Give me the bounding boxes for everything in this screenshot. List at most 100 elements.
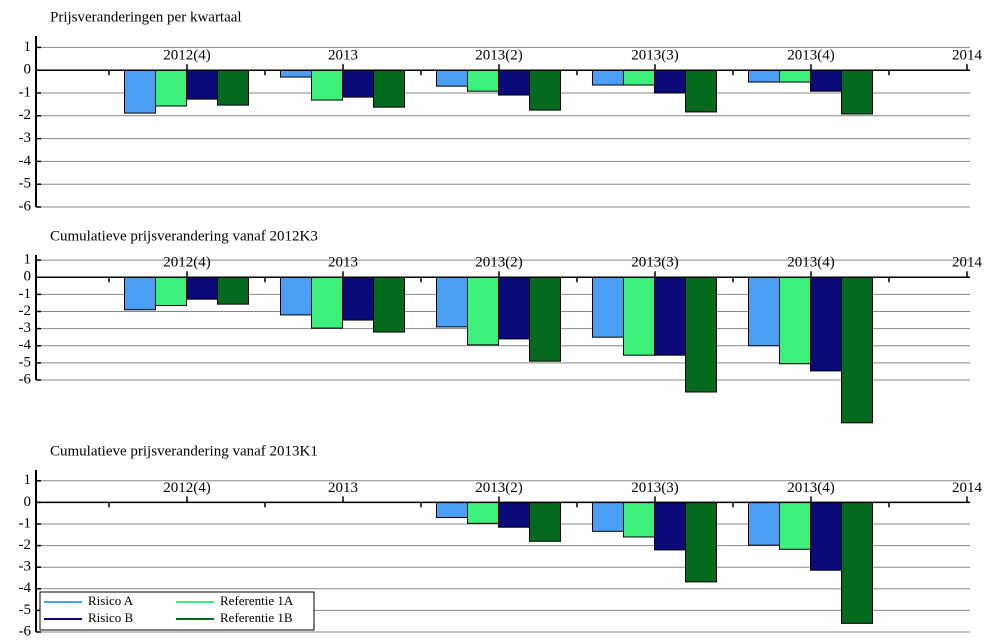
bar	[654, 69, 686, 94]
bar	[748, 69, 780, 83]
x-tick-label: 2014	[952, 48, 983, 64]
y-tick-label: 0	[24, 494, 32, 510]
bar	[311, 69, 343, 101]
y-tick-label: -3	[19, 559, 32, 575]
bar	[841, 69, 873, 115]
y-tick-label: -4	[19, 153, 32, 169]
y-tick-label: -2	[19, 303, 32, 319]
y-tick-label: -2	[19, 537, 32, 553]
bar	[810, 276, 842, 372]
bar	[467, 69, 499, 92]
bar	[342, 276, 374, 321]
bar	[592, 501, 624, 532]
bar	[592, 276, 624, 338]
bar	[685, 69, 717, 113]
legend-label: Risico B	[88, 610, 133, 625]
y-tick-label: -6	[19, 198, 32, 214]
y-tick-label: -1	[19, 286, 32, 302]
y-tick-label: -5	[19, 176, 32, 192]
bar	[779, 69, 811, 83]
legend-label: Referentie 1B	[220, 610, 293, 625]
x-tick-label: 2013	[328, 255, 358, 271]
legend-label: Risico A	[88, 593, 134, 608]
x-tick-label: 2013	[328, 480, 358, 496]
x-tick-label: 2013(2)	[475, 480, 523, 496]
legend-box	[39, 591, 315, 631]
y-tick-label: -2	[19, 107, 32, 123]
bar	[498, 69, 530, 96]
chart-title: Prijsveranderingen per kwartaal	[50, 9, 242, 25]
bar	[467, 501, 499, 524]
bar	[217, 69, 249, 106]
bar	[373, 69, 405, 108]
y-tick-label: -3	[19, 320, 32, 336]
y-tick-label: 0	[24, 62, 32, 78]
y-tick-label: -6	[19, 623, 32, 639]
x-tick-label: 2013(3)	[631, 480, 679, 496]
y-tick-label: 1	[24, 39, 32, 55]
bar	[654, 276, 686, 356]
bar	[748, 501, 780, 546]
x-tick-label: 2013	[328, 48, 358, 64]
bar	[155, 69, 187, 107]
x-tick-label: 2013(2)	[475, 48, 523, 64]
y-tick-label: -5	[19, 602, 32, 618]
bar	[186, 69, 218, 100]
bar	[155, 276, 187, 307]
x-tick-label: 2012(4)	[163, 255, 211, 271]
y-tick-label: 1	[24, 252, 32, 268]
bar	[311, 276, 343, 329]
legend-label: Referentie 1A	[220, 593, 294, 608]
y-tick-label: -5	[19, 354, 32, 370]
bar	[342, 69, 374, 98]
y-tick-label: -1	[19, 515, 32, 531]
chart-title: Cumulatieve prijsverandering vanaf 2013K…	[50, 443, 318, 459]
bar	[186, 276, 218, 300]
bar	[529, 501, 561, 542]
bar	[436, 276, 468, 328]
y-tick-label: -4	[19, 580, 32, 596]
x-tick-label: 2014	[952, 255, 983, 271]
y-tick-label: -6	[19, 371, 32, 387]
bar	[685, 276, 717, 393]
x-tick-label: 2013(4)	[787, 480, 835, 496]
bar	[623, 276, 655, 356]
bar	[124, 276, 156, 311]
y-tick-label: -4	[19, 337, 32, 353]
bar	[436, 69, 468, 87]
bar	[810, 69, 842, 92]
x-tick-label: 2013(2)	[475, 255, 523, 271]
y-tick-label: -3	[19, 130, 32, 146]
y-tick-label: 0	[24, 269, 32, 285]
bar	[280, 69, 312, 78]
bar	[498, 276, 530, 340]
x-tick-label: 2013(3)	[631, 48, 679, 64]
y-tick-label: 1	[24, 472, 32, 488]
bar	[280, 276, 312, 316]
bar	[467, 276, 499, 346]
bar	[810, 501, 842, 571]
bar	[685, 501, 717, 583]
bar	[623, 69, 655, 86]
bar	[373, 276, 405, 333]
bar	[592, 69, 624, 86]
bar	[529, 276, 561, 362]
chart-title: Cumulatieve prijsverandering vanaf 2012K…	[50, 228, 318, 244]
bar	[124, 69, 156, 114]
bar	[779, 501, 811, 550]
bar	[217, 276, 249, 305]
bar	[779, 276, 811, 365]
bar	[529, 69, 561, 111]
bar	[841, 501, 873, 624]
bar	[654, 501, 686, 551]
bar	[436, 501, 468, 519]
x-tick-label: 2013(3)	[631, 255, 679, 271]
x-tick-label: 2012(4)	[163, 48, 211, 64]
bar	[841, 276, 873, 424]
x-tick-label: 2012(4)	[163, 480, 211, 496]
bar	[748, 276, 780, 347]
x-tick-label: 2014	[952, 480, 983, 496]
y-tick-label: -1	[19, 84, 32, 100]
x-tick-label: 2013(4)	[787, 255, 835, 271]
